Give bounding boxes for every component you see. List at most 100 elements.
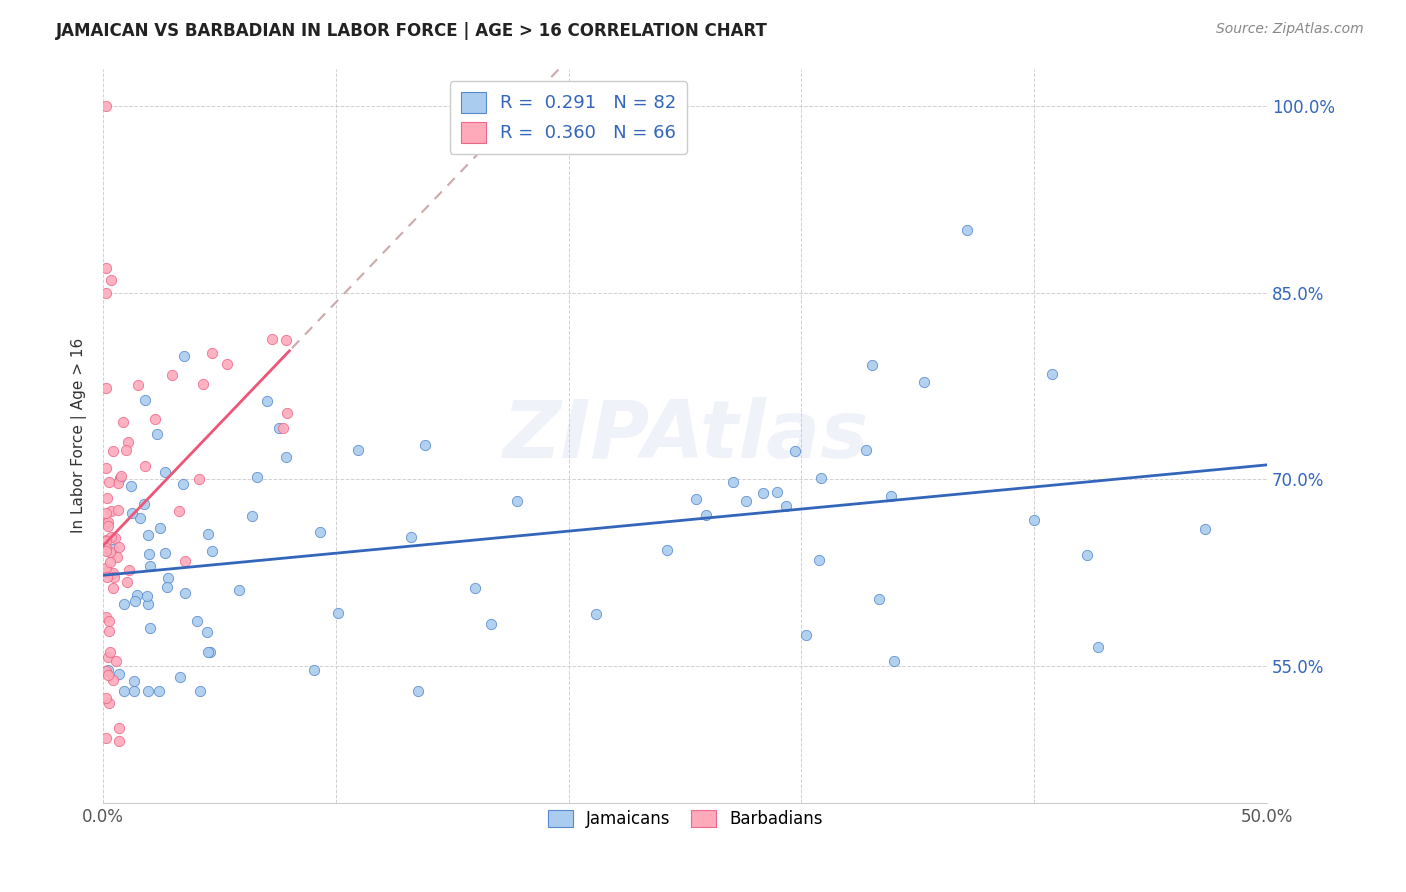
- Point: [105, 550, 128, 565]
- Point: [124, 674, 146, 689]
- Point: [108, 667, 131, 681]
- Point: [136, 684, 159, 698]
- Point: [309, 525, 332, 540]
- Point: [274, 450, 297, 465]
- Point: [723, 475, 745, 489]
- Point: [153, 466, 176, 480]
- Point: [103, 570, 125, 584]
- Point: [276, 333, 298, 347]
- Point: [104, 654, 127, 668]
- Text: ZIPAtlas: ZIPAtlas: [502, 397, 868, 475]
- Point: [97, 518, 120, 533]
- Point: [94, 566, 117, 580]
- Point: [794, 628, 817, 642]
- Point: [97, 515, 120, 529]
- Point: [695, 508, 717, 522]
- Point: [276, 406, 298, 420]
- Point: [98, 555, 121, 569]
- Point: [94, 99, 117, 113]
- Point: [94, 610, 117, 624]
- Point: [148, 684, 170, 698]
- Point: [98, 697, 121, 711]
- Point: [585, 607, 607, 621]
- Point: [127, 588, 149, 602]
- Point: [94, 691, 117, 706]
- Point: [96, 491, 118, 505]
- Point: [107, 541, 129, 555]
- Point: [912, 375, 935, 389]
- Point: [855, 442, 877, 457]
- Point: [138, 548, 160, 562]
- Point: [107, 733, 129, 747]
- Point: [138, 527, 160, 541]
- Point: [104, 531, 127, 545]
- Point: [399, 531, 422, 545]
- Point: [149, 520, 172, 534]
- Point: [186, 614, 208, 628]
- Point: [1076, 548, 1098, 562]
- Point: [111, 415, 134, 429]
- Point: [156, 580, 179, 594]
- Point: [188, 684, 211, 698]
- Point: [215, 357, 238, 371]
- Point: [118, 563, 141, 577]
- Point: [406, 684, 429, 698]
- Point: [98, 475, 121, 489]
- Point: [94, 533, 117, 547]
- Point: [1024, 513, 1046, 527]
- Point: [107, 503, 129, 517]
- Point: [734, 493, 756, 508]
- Point: [807, 552, 830, 566]
- Point: [94, 460, 117, 475]
- Point: [1194, 522, 1216, 536]
- Point: [172, 477, 194, 491]
- Point: [107, 721, 129, 735]
- Point: [868, 592, 890, 607]
- Point: [271, 421, 294, 435]
- Point: [128, 510, 150, 524]
- Point: [167, 504, 190, 518]
- Point: [94, 533, 117, 548]
- Point: [201, 543, 224, 558]
- Point: [1040, 367, 1063, 381]
- Point: [201, 346, 224, 360]
- Point: [120, 479, 142, 493]
- Point: [157, 571, 180, 585]
- Point: [112, 684, 135, 698]
- Point: [228, 583, 250, 598]
- Point: [267, 421, 290, 435]
- Point: [98, 545, 121, 559]
- Point: [94, 544, 117, 558]
- Point: [100, 645, 122, 659]
- Text: Source: ZipAtlas.com: Source: ZipAtlas.com: [1216, 22, 1364, 37]
- Point: [655, 542, 678, 557]
- Point: [94, 260, 117, 275]
- Point: [100, 567, 122, 582]
- Point: [302, 663, 325, 677]
- Point: [766, 485, 789, 500]
- Point: [134, 459, 156, 474]
- Point: [506, 494, 529, 508]
- Point: [879, 489, 901, 503]
- Point: [174, 586, 197, 600]
- Point: [115, 443, 138, 458]
- Point: [138, 597, 160, 611]
- Point: [94, 286, 117, 301]
- Point: [195, 625, 218, 640]
- Point: [132, 497, 155, 511]
- Point: [98, 615, 121, 629]
- Y-axis label: In Labor Force | Age > 16: In Labor Force | Age > 16: [72, 338, 87, 533]
- Point: [197, 526, 219, 541]
- Point: [122, 684, 145, 698]
- Point: [134, 393, 156, 408]
- Point: [751, 486, 773, 500]
- Point: [121, 506, 143, 520]
- Point: [107, 475, 129, 490]
- Point: [173, 349, 195, 363]
- Point: [103, 582, 125, 596]
- Point: [94, 541, 117, 555]
- Point: [108, 471, 131, 485]
- Text: JAMAICAN VS BARBADIAN IN LABOR FORCE | AGE > 16 CORRELATION CHART: JAMAICAN VS BARBADIAN IN LABOR FORCE | A…: [56, 22, 768, 40]
- Point: [96, 570, 118, 584]
- Point: [97, 650, 120, 665]
